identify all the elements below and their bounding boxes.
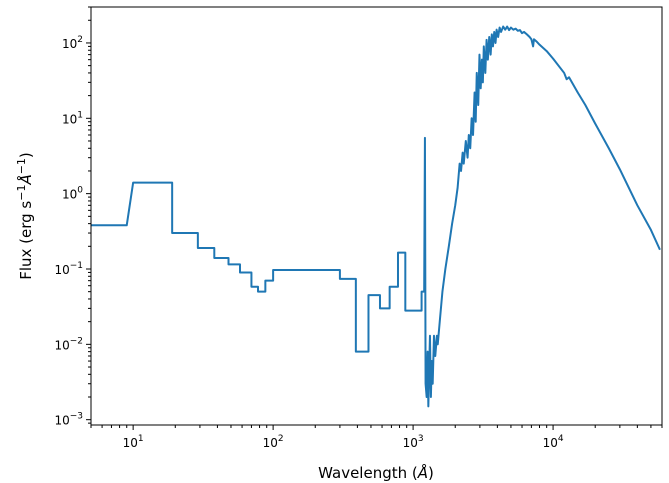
y-tick-label: 101 — [62, 110, 83, 126]
x-axis-title-prefix: Wavelength ( — [318, 464, 418, 482]
y-tick-exponent: 0 — [77, 186, 83, 196]
x-tick-label: 104 — [543, 434, 564, 450]
x-tick-label: 101 — [123, 434, 144, 450]
x-axis-title: Wavelength (Å) — [318, 463, 434, 482]
flux-series-line — [91, 25, 661, 408]
x-axis-title-symbol: Å — [417, 463, 428, 482]
y-axis-title-exp1: −1 — [15, 185, 28, 201]
y-tick-base: 10 — [62, 112, 77, 126]
x-axis-title-suffix: ) — [428, 464, 434, 482]
y-axis-title-symbol: Å — [16, 174, 35, 185]
y-axis-title-prefix: Flux (erg s — [17, 201, 35, 280]
x-tick-base: 10 — [543, 436, 558, 450]
y-tick-exponent: 1 — [77, 110, 83, 120]
y-tick-label: 100 — [62, 186, 83, 202]
y-tick-exponent: −2 — [70, 336, 83, 346]
x-tick-exponent: 1 — [138, 434, 144, 444]
y-tick-exponent: −3 — [70, 412, 83, 422]
y-tick-label: 10−2 — [54, 336, 83, 352]
y-tick-base: 10 — [54, 414, 69, 428]
x-tick-exponent: 4 — [558, 434, 564, 444]
y-tick-label: 10−1 — [54, 261, 83, 277]
y-tick-label: 102 — [62, 35, 83, 51]
x-tick-label: 102 — [263, 434, 284, 450]
y-tick-base: 10 — [62, 37, 77, 51]
y-tick-base: 10 — [54, 263, 69, 277]
x-tick-exponent: 2 — [278, 434, 284, 444]
x-tick-label: 103 — [403, 434, 424, 450]
y-tick-label: 10−3 — [54, 412, 83, 428]
x-tick-base: 10 — [263, 436, 278, 450]
y-axis-title-exp2: −1 — [15, 158, 28, 174]
y-tick-exponent: −1 — [70, 261, 83, 271]
y-tick-base: 10 — [62, 188, 77, 202]
y-axis-title: Flux (erg s−1Å−1) — [15, 152, 35, 280]
y-tick-base: 10 — [54, 338, 69, 352]
x-tick-base: 10 — [403, 436, 418, 450]
x-tick-base: 10 — [123, 436, 138, 450]
y-axis-title-suffix: ) — [17, 152, 35, 158]
y-tick-exponent: 2 — [77, 35, 83, 45]
x-axis-ticks: 101 102 103 104 — [90, 425, 663, 450]
x-tick-exponent: 3 — [418, 434, 424, 444]
